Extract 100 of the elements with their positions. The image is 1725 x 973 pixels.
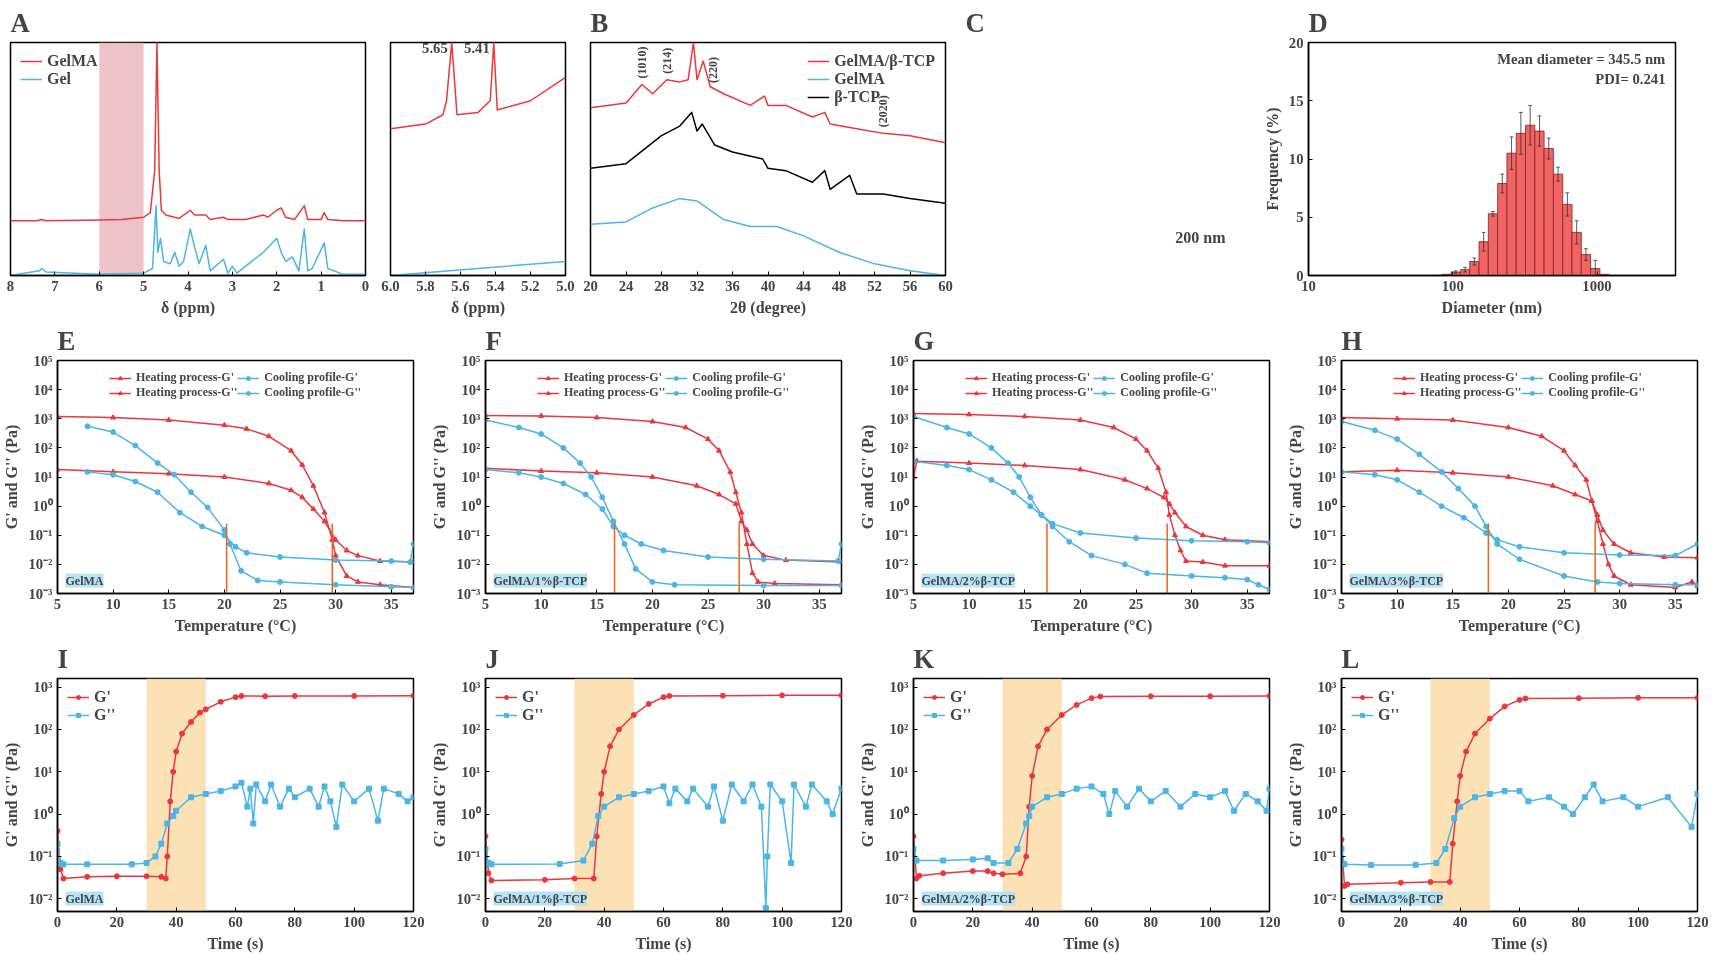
y-axis-title: G' and G'' (Pa)	[431, 424, 450, 530]
legend-label: Cooling profile-G''	[1120, 385, 1218, 400]
legend-label: G'	[94, 688, 112, 706]
x-tick-label: 15	[1445, 595, 1461, 612]
y-tick-label: 10⁻²	[884, 890, 910, 907]
y-tick-label: 10³	[461, 410, 482, 427]
legend-label: β-TCP	[834, 88, 880, 106]
x-tick-label: 60	[1512, 913, 1527, 930]
x-tick-label: 60	[1084, 913, 1099, 930]
y-tick-label: 5	[1296, 209, 1304, 226]
y-tick-label: 10⁰	[32, 498, 54, 515]
y-tick-label: 10⁴	[461, 381, 482, 398]
y-tick-label: 10²	[1317, 721, 1338, 738]
y-tick-label: 10¹	[461, 763, 481, 780]
y-tick-label: 10⁵	[461, 352, 482, 369]
y-tick-label: 10¹	[33, 763, 53, 780]
legend-label: Cooling profile-G'	[264, 370, 358, 385]
x-tick-label: 30	[1612, 595, 1627, 612]
chart-title: J	[485, 643, 499, 674]
x-tick-label: 8	[6, 277, 15, 294]
x-axis-title: Time (s)	[207, 934, 264, 953]
x-tick-label: 20	[1073, 595, 1088, 612]
x-tick-label: 15	[1017, 595, 1033, 612]
x-tick-label: 32	[689, 277, 705, 294]
y-tick-label: 10²	[1317, 439, 1338, 456]
y-axis-title: G' and G'' (Pa)	[431, 742, 450, 848]
y-axis-title: G' and G'' (Pa)	[859, 742, 878, 848]
legend-label: Gel	[47, 70, 71, 88]
legend-label: Heating process-G''	[991, 385, 1094, 400]
y-tick-label: 10⁻²	[456, 556, 482, 573]
legend-label: GelMA	[47, 52, 98, 70]
annotation: GelMA/3%β-TCP	[1349, 573, 1444, 588]
chart-title: A	[10, 7, 31, 38]
x-tick-label: 1	[317, 277, 325, 294]
x-axis-title: Temperature (°C)	[1030, 616, 1153, 635]
x-axis-title: δ (ppm)	[450, 298, 506, 317]
x-axis-title: Time (s)	[635, 934, 692, 953]
x-tick-label: 5.6	[451, 277, 470, 294]
legend-label: G'	[1378, 688, 1396, 706]
y-tick-label: 10⁻³	[456, 585, 482, 602]
y-axis-title: G' and G'' (Pa)	[1287, 742, 1306, 848]
y-tick-label: 10⁻¹	[1312, 527, 1337, 544]
annotation: 5.41	[464, 39, 490, 56]
x-tick-label: 5.2	[521, 277, 540, 294]
y-tick-label: 10⁵	[1317, 352, 1338, 369]
y-tick-label: 10²	[33, 721, 54, 738]
x-tick-label: 10	[105, 595, 121, 612]
x-axis-title: Time (s)	[1491, 934, 1548, 953]
text: C	[965, 7, 985, 38]
y-tick-label: 10⁻³	[1312, 585, 1338, 602]
y-tick-label: 10⁻¹	[884, 848, 909, 865]
x-tick-label: 40	[1024, 913, 1040, 930]
x-tick-label: 5.0	[556, 277, 575, 294]
x-tick-label: 100	[771, 913, 794, 930]
x-tick-label: 3	[228, 277, 237, 294]
x-tick-label: 20	[1501, 595, 1516, 612]
y-tick-label: 10³	[33, 410, 54, 427]
x-tick-label: 60	[228, 913, 243, 930]
legend-label: Cooling profile-G''	[1548, 385, 1646, 400]
x-tick-label: 7	[51, 277, 59, 294]
x-tick-label: 15	[161, 595, 177, 612]
x-tick-label: 5.8	[416, 277, 435, 294]
y-tick-label: 10⁻²	[1312, 890, 1338, 907]
x-tick-label: 5	[139, 277, 148, 294]
y-tick-label: 10¹	[1317, 469, 1337, 485]
x-tick-label: 25	[1128, 595, 1144, 612]
y-tick-label: 10³	[461, 679, 482, 696]
y-axis-title: Frequency (%)	[1263, 107, 1282, 211]
x-tick-label: 52	[867, 277, 882, 294]
x-tick-label: 36	[725, 277, 740, 294]
annotation: GelMA/1%β-TCP	[493, 573, 588, 588]
x-tick-label: 10	[1389, 595, 1405, 612]
legend-label: G''	[950, 706, 972, 724]
y-tick-label: 10⁻²	[456, 890, 482, 907]
y-axis-title: G' and G'' (Pa)	[3, 424, 22, 530]
x-tick-label: 28	[654, 277, 669, 294]
x-tick-label: 30	[328, 595, 343, 612]
y-tick-label: 10⁻¹	[1312, 848, 1337, 865]
x-tick-label: 25	[1556, 595, 1572, 612]
x-tick-label: 35	[383, 595, 399, 612]
y-tick-label: 10⁻¹	[884, 527, 909, 544]
x-tick-label: 20	[645, 595, 660, 612]
x-tick-label: 20	[537, 913, 553, 930]
y-tick-label: 15	[1288, 92, 1304, 109]
y-tick-label: 10⁴	[33, 381, 54, 398]
y-tick-label: 10⁵	[889, 352, 910, 369]
x-tick-label: 35	[1239, 595, 1255, 612]
x-tick-label: 44	[796, 277, 812, 294]
chart-title: K	[913, 643, 935, 674]
x-tick-label: 25	[272, 595, 288, 612]
x-tick-label: 40	[1452, 913, 1468, 930]
y-tick-label: 10⁻¹	[456, 527, 481, 544]
y-tick-label: 10⁻³	[884, 585, 910, 602]
y-tick-label: 10	[1288, 151, 1304, 167]
x-tick-label: 40	[760, 277, 776, 294]
legend-label: Cooling profile-G'	[1120, 370, 1214, 385]
chart-title: G	[913, 325, 935, 356]
x-tick-label: 20	[965, 913, 981, 930]
chart-title: I	[57, 643, 68, 674]
y-tick-label: 10⁰	[460, 498, 482, 515]
